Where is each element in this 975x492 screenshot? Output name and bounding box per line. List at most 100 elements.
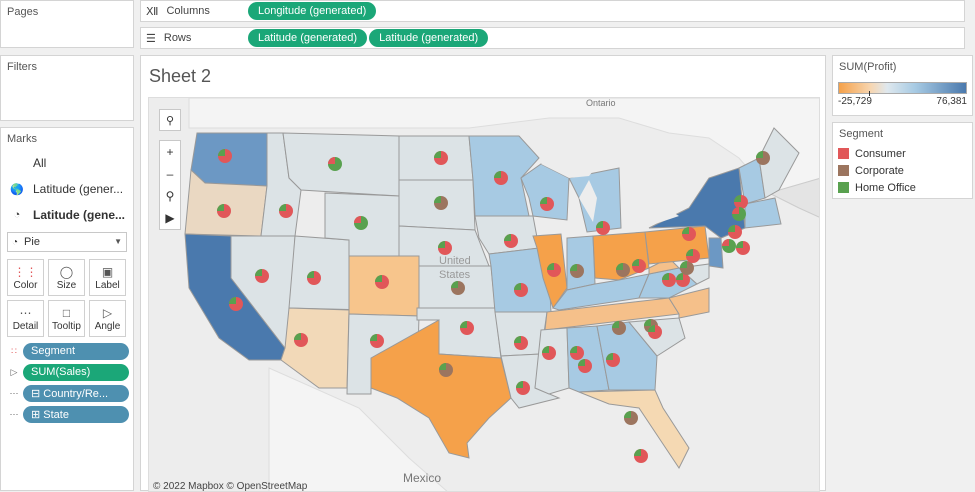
- marks-layer-1[interactable]: 🌎 Latitude (gener...: [10, 182, 124, 196]
- profit-color-ramp: [838, 82, 967, 96]
- legend-item-consumer[interactable]: Consumer: [833, 145, 972, 162]
- map-attribution: © 2022 Mapbox © OpenStreetMap: [153, 481, 308, 492]
- pie-slice[interactable]: [736, 241, 743, 248]
- label-ontario: Ontario: [586, 98, 616, 108]
- pie-slice[interactable]: [439, 363, 446, 370]
- pie-slice[interactable]: [434, 151, 441, 158]
- marks-pill-segment[interactable]: Segment: [23, 342, 129, 360]
- pie-slice[interactable]: [728, 225, 735, 232]
- pin-button[interactable]: ⚲: [160, 185, 180, 207]
- legend-item-corporate[interactable]: Corporate: [833, 162, 972, 179]
- color-icon: ⋮⋮: [13, 265, 38, 279]
- detail-button[interactable]: ⋯ Detail: [7, 300, 44, 337]
- pie-slice[interactable]: [354, 216, 361, 223]
- pie-slice[interactable]: [648, 325, 655, 332]
- detail-icon: ⋯: [9, 387, 19, 398]
- pie-slice[interactable]: [516, 381, 523, 388]
- pie-slice[interactable]: [279, 204, 286, 211]
- pie-slice[interactable]: [370, 334, 377, 341]
- pie-slice[interactable]: [676, 273, 683, 280]
- pie-slice[interactable]: [686, 249, 693, 256]
- pie-slice[interactable]: [460, 321, 467, 328]
- columns-pill-longitude[interactable]: Longitude (generated): [248, 2, 377, 20]
- pie-slice[interactable]: [606, 353, 613, 360]
- pie-slice[interactable]: [612, 321, 619, 328]
- tooltip-button[interactable]: □ Tooltip: [48, 300, 85, 337]
- pie-slice[interactable]: [540, 197, 547, 204]
- pie-slice[interactable]: [328, 157, 335, 164]
- mark-buttons: ⋮⋮ Color ◯ Size ▣ Label ⋯ Detail □ Toolt…: [1, 256, 133, 340]
- mark-type-dropdown[interactable]: ◔ Pie ▼: [7, 232, 127, 252]
- map-view[interactable]: Ontario United States Mexico ⚲ + – ⚲ ▶ ©…: [148, 97, 820, 492]
- pie-slice[interactable]: [494, 171, 501, 178]
- segment-legend[interactable]: Segment Consumer Corporate Home Office: [832, 122, 973, 199]
- pie-slice[interactable]: [732, 207, 739, 214]
- pie-slice[interactable]: [578, 359, 585, 366]
- zoom-out-button[interactable]: –: [160, 163, 180, 185]
- color-button[interactable]: ⋮⋮ Color: [7, 259, 44, 296]
- pie-slice[interactable]: [644, 319, 651, 326]
- pie-slice[interactable]: [570, 264, 577, 271]
- marks-pill-country[interactable]: ⊟ Country/Re...: [23, 384, 129, 402]
- pie-slice[interactable]: [547, 263, 554, 270]
- pie-slice[interactable]: [680, 261, 687, 268]
- pie-slice[interactable]: [307, 271, 314, 278]
- pie-slice[interactable]: [504, 234, 511, 241]
- filters-card[interactable]: Filters: [0, 55, 134, 121]
- map-search-button[interactable]: ⚲: [159, 109, 181, 131]
- map-toolbar: + – ⚲ ▶: [159, 140, 181, 230]
- pie-slice[interactable]: [434, 196, 441, 203]
- pie-slice[interactable]: [294, 333, 301, 340]
- label-button[interactable]: ▣ Label: [89, 259, 126, 296]
- pie-slice[interactable]: [514, 336, 521, 343]
- pie-slice[interactable]: [632, 259, 639, 266]
- pie-slice[interactable]: [662, 273, 669, 280]
- rows-shelf[interactable]: ☰ Rows Latitude (generated) Latitude (ge…: [140, 27, 965, 49]
- mexico-region: [268, 367, 448, 491]
- zoom-in-button[interactable]: +: [160, 141, 180, 163]
- pie-slice[interactable]: [255, 269, 262, 276]
- pie-slice[interactable]: [217, 204, 224, 211]
- columns-shelf[interactable]: Ⅻ Columns Longitude (generated): [140, 0, 965, 22]
- pie-slice[interactable]: [634, 449, 641, 456]
- pie-slice[interactable]: [682, 227, 689, 234]
- profit-legend[interactable]: SUM(Profit) -25,729 76,381: [832, 55, 973, 116]
- pie-slice[interactable]: [616, 263, 623, 270]
- pie-slice[interactable]: [218, 149, 225, 156]
- tooltip-icon: □: [62, 306, 71, 320]
- map-icon: 🌎: [10, 183, 24, 196]
- angle-button[interactable]: ▷ Angle: [89, 300, 126, 337]
- play-icon: ▶: [165, 211, 175, 225]
- rows-pill-latitude-2[interactable]: Latitude (generated): [369, 29, 489, 47]
- profit-max: 76,381: [936, 96, 967, 107]
- marks-all[interactable]: All: [33, 156, 47, 170]
- label-united-states: United States: [439, 255, 471, 281]
- marks-pill-state-row: ⋯ ⊞ State: [5, 404, 129, 424]
- pie-slice[interactable]: [229, 297, 236, 304]
- pie-slice[interactable]: [570, 346, 577, 353]
- marks-pill-sales[interactable]: SUM(Sales): [23, 363, 129, 381]
- pie-slice[interactable]: [514, 283, 521, 290]
- pie-slice[interactable]: [624, 411, 631, 418]
- pie-slice[interactable]: [375, 275, 382, 282]
- rows-pill-latitude-1[interactable]: Latitude (generated): [248, 29, 368, 47]
- state-florida: [578, 389, 690, 469]
- state-indiana: [566, 235, 596, 291]
- pie-slice[interactable]: [451, 281, 458, 288]
- angle-icon: ▷: [102, 306, 113, 320]
- expand-toolbar-button[interactable]: ▶: [160, 207, 180, 229]
- pages-card[interactable]: Pages: [0, 0, 134, 48]
- rows-icon: ☰: [146, 32, 156, 45]
- pie-slice[interactable]: [542, 346, 549, 353]
- marks-pill-state[interactable]: ⊞ State: [23, 405, 129, 423]
- legend-item-home-office[interactable]: Home Office: [833, 179, 972, 196]
- pie-slice[interactable]: [596, 221, 603, 228]
- us-map: [184, 98, 819, 491]
- size-button[interactable]: ◯ Size: [48, 259, 85, 296]
- marks-layer-2[interactable]: ◔ Latitude (gene...: [1, 202, 133, 228]
- pie-slice[interactable]: [438, 241, 445, 248]
- pie-icon: ◔: [12, 236, 19, 248]
- pie-slice[interactable]: [722, 239, 729, 246]
- pie-slice[interactable]: [734, 195, 741, 202]
- pie-slice[interactable]: [756, 151, 763, 158]
